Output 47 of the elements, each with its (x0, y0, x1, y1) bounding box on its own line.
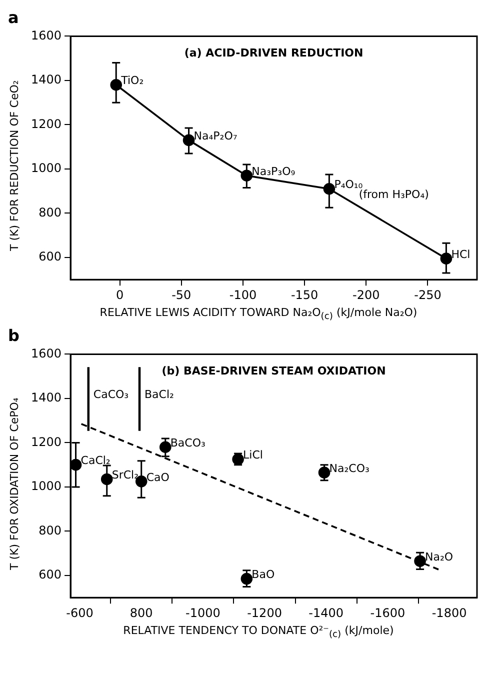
chart-title: a (8, 8, 20, 27)
y-tick-label: 1000 (30, 479, 62, 494)
annotation: Na₂O (425, 550, 454, 564)
text: (a) ACID-DRIVEN REDUCTION (184, 46, 364, 60)
annotation: SrCl₂ (112, 468, 139, 482)
annotation: CaCl₂ (80, 454, 110, 468)
y-tick-label: 800 (38, 205, 62, 220)
x-axis-title: RELATIVE LEWIS ACIDITY TOWARD Na₂O$_{(c)}$ (kJ/mole Na₂O) (98, 306, 418, 324)
y-tick-label: 1200 (30, 116, 62, 131)
y-tick-label: 1600 (30, 28, 62, 42)
annotation: Na₃P₃O₉ (252, 164, 296, 178)
y-axis-title: T (K) FOR OXIDATION OF CePO₄ (8, 396, 22, 572)
x-tick-label: -200 (352, 288, 380, 302)
x-tick-label: -600 (66, 606, 94, 620)
y-tick-label: 1400 (30, 72, 62, 87)
annotation: CaCO₃ (93, 388, 129, 401)
x-tick-label: -1000 (186, 606, 220, 620)
x-tick-label: -150 (290, 288, 318, 302)
x-tick-label: -50 (172, 288, 192, 302)
annotation: TiO₂ (120, 74, 144, 88)
y-axis-title: T (K) FOR REDUCTION OF CeO₂ (8, 80, 22, 254)
x-tick-label: -1800 (432, 606, 467, 620)
y-tick-label: 600 (38, 250, 62, 264)
annotation: BaO (252, 568, 275, 582)
y-tick-label: 1000 (30, 161, 62, 176)
x-tick-label: -100 (229, 288, 257, 302)
x-tick-label: -1600 (370, 606, 406, 620)
x-tick-label: 0 (116, 288, 124, 302)
y-tick-label: 800 (38, 523, 62, 538)
y-tick-label: 1200 (30, 434, 62, 449)
x-axis-title: RELATIVE TENDENCY TO DONATE O²⁻$_{(c)}$ (kJ/mole) (122, 624, 395, 642)
x-tick-label: -1400 (308, 606, 344, 620)
annotation: CaO (146, 470, 170, 484)
y-tick-label: 1400 (30, 390, 62, 405)
y-tick-label: 1600 (30, 346, 62, 360)
annotation: Na₄P₂O₇ (194, 130, 238, 143)
y-tick-label: 600 (38, 568, 62, 582)
annotation: HCl (451, 248, 470, 261)
chart-title: b (8, 326, 20, 345)
x-tick-label: 800 (130, 606, 153, 620)
text: (b) BASE-DRIVEN STEAM OXIDATION (162, 364, 386, 378)
annotation: BaCO₃ (170, 436, 206, 450)
annotation: Na₂CO₃ (329, 462, 370, 475)
annotation: LiCl (243, 448, 263, 462)
annotation: BaCl₂ (144, 388, 174, 401)
x-tick-label: -250 (414, 288, 442, 302)
x-tick-label: -1200 (247, 606, 282, 620)
